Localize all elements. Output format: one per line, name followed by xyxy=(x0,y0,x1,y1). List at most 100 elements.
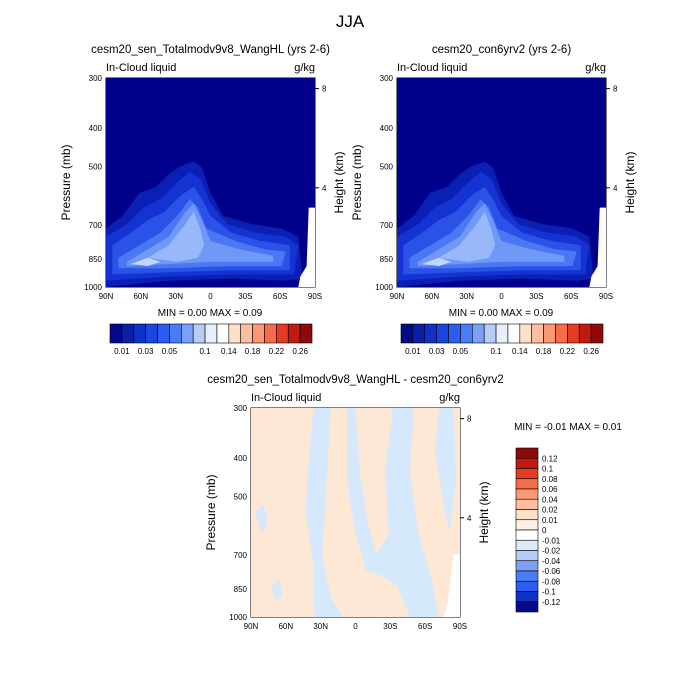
colorbar-box xyxy=(204,323,218,344)
colorbar-box xyxy=(515,519,539,531)
colorbar-label: 0.22 xyxy=(560,347,576,356)
y-tick-label: 300 xyxy=(89,74,103,83)
colorbar-box xyxy=(471,323,485,344)
colorbar-box xyxy=(228,323,242,344)
x-tick-label: 90S xyxy=(599,292,613,301)
units-label: g/kg xyxy=(585,62,606,74)
colorbar-box xyxy=(192,323,206,344)
x-tick-label: 60N xyxy=(133,292,148,301)
y-tick-label: 300 xyxy=(380,74,394,83)
y-tick-label: 500 xyxy=(380,163,394,172)
colorbar-label: -0.12 xyxy=(542,598,561,607)
colorbar-box xyxy=(515,539,539,551)
colorbar-label: 0.1 xyxy=(490,347,502,356)
colorbar: 0.01 0.03 0.05 0.1 0.14 0.18 0.22 0.26 xyxy=(400,323,604,356)
y-axis-label: Pressure (mb) xyxy=(59,144,73,220)
colorbar-box xyxy=(515,601,539,613)
contour-level-7 xyxy=(422,257,452,267)
y2-tick-label: 8 xyxy=(322,85,327,94)
colorbar-label: -0.02 xyxy=(542,547,561,556)
colorbar-box xyxy=(460,323,473,344)
colorbar-box xyxy=(424,323,437,344)
colorbar-box xyxy=(515,580,539,592)
colorbar-box xyxy=(515,570,539,582)
colorbar-label: 0.02 xyxy=(542,506,558,515)
colorbar-box xyxy=(519,323,533,344)
contour-level-7 xyxy=(131,257,161,267)
colorbar-label: -0.08 xyxy=(542,577,561,586)
difference-negative-area-1 xyxy=(305,408,343,617)
colorbar-box xyxy=(515,529,539,541)
colorbar-box xyxy=(590,323,604,344)
colorbar-box xyxy=(264,323,277,344)
x-tick-label: 60S xyxy=(418,622,432,631)
colorbar-box xyxy=(515,447,539,459)
colorbar-label: 0.1 xyxy=(542,465,554,474)
contour-level-6 xyxy=(438,211,496,262)
difference-negative-area-4 xyxy=(255,504,268,534)
colorbar-label: 0.26 xyxy=(583,347,599,356)
colorbar-box xyxy=(157,323,170,344)
colorbar-box xyxy=(515,468,539,480)
colorbar-box xyxy=(515,591,539,603)
colorbar-box xyxy=(515,488,539,500)
colorbar-label: 0.01 xyxy=(542,516,558,525)
y2-tick-label: 8 xyxy=(613,85,618,94)
colorbar-box xyxy=(567,323,580,344)
colorbar-label: 0.06 xyxy=(542,485,558,494)
colorbar-box xyxy=(483,323,497,344)
y2-axis-label: Height (km) xyxy=(477,481,491,543)
colorbar-label: 0.01 xyxy=(405,347,421,356)
units-label: g/kg xyxy=(294,62,315,74)
x-tick-label: 90S xyxy=(308,292,322,301)
colorbar-box xyxy=(299,323,313,344)
colorbar-box xyxy=(515,457,539,469)
y-tick-label: 500 xyxy=(234,493,248,502)
colorbar-box xyxy=(121,323,135,344)
colorbar-box xyxy=(436,323,449,344)
variable-label: In-Cloud liquid xyxy=(106,62,176,74)
colorbar-box xyxy=(515,560,539,572)
colorbar-box xyxy=(515,509,539,521)
y-tick-label: 700 xyxy=(380,221,394,230)
x-tick-label: 0 xyxy=(208,292,213,301)
x-tick-label: 60S xyxy=(564,292,578,301)
panel-title: cesm20_con6yrv2 (yrs 2-6) xyxy=(432,44,571,56)
colorbar-label: 0.03 xyxy=(138,347,154,356)
colorbar-box xyxy=(412,323,426,344)
y-tick-label: 500 xyxy=(89,163,103,172)
colorbar-label: -0.06 xyxy=(542,567,561,576)
colorbar-box xyxy=(578,323,592,344)
x-tick-label: 60N xyxy=(278,622,293,631)
y2-axis-label: Height (km) xyxy=(623,151,637,213)
y-tick-label: 850 xyxy=(89,255,103,264)
colorbar-box xyxy=(145,323,158,344)
min-max-label: MIN = -0.01 MAX = 0.01 xyxy=(514,422,622,433)
min-max-label: MIN = 0.00 MAX = 0.09 xyxy=(158,308,263,319)
colorbar-label: 0.18 xyxy=(536,347,552,356)
colorbar-label: 0.22 xyxy=(269,347,285,356)
colorbar-label: 0.26 xyxy=(292,347,308,356)
colorbar-box xyxy=(169,323,182,344)
y-tick-label: 400 xyxy=(234,454,248,463)
panels: cesm20_sen_Totalmodv9v8_WangHL (yrs 2-6)… xyxy=(59,44,637,631)
x-tick-label: 90N xyxy=(99,292,114,301)
y-axis-label: Pressure (mb) xyxy=(350,144,364,220)
y2-tick-label: 4 xyxy=(322,184,327,193)
x-tick-label: 30N xyxy=(313,622,328,631)
y-tick-label: 1000 xyxy=(84,283,102,292)
x-tick-label: 0 xyxy=(499,292,504,301)
colorbar-box xyxy=(531,323,544,344)
colorbar-box xyxy=(109,323,123,344)
colorbar-label: 0.03 xyxy=(429,347,445,356)
colorbar-label: 0.08 xyxy=(542,475,558,484)
y-tick-label: 700 xyxy=(234,551,248,560)
units-label: g/kg xyxy=(439,392,460,404)
y-tick-label: 1000 xyxy=(229,613,247,622)
min-max-label: MIN = 0.00 MAX = 0.09 xyxy=(449,308,554,319)
missing-data-area xyxy=(589,207,606,287)
colorbar-label: 0.05 xyxy=(162,347,178,356)
colorbar-box xyxy=(240,323,253,344)
y-tick-label: 700 xyxy=(89,221,103,230)
y-axis-label: Pressure (mb) xyxy=(204,474,218,550)
